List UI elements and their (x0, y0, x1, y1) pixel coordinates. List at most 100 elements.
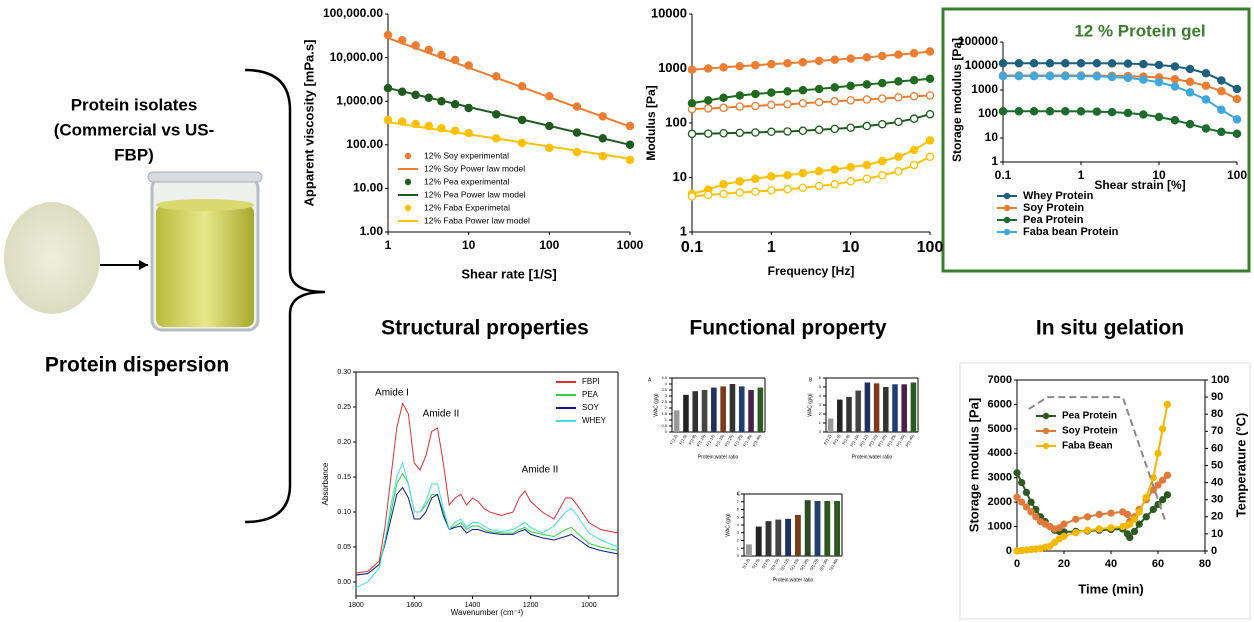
y-tick-label: 0 (665, 429, 668, 434)
data-point (1160, 477, 1166, 483)
x-axis-label: Protein:water ratio (698, 454, 739, 460)
y-tick-label: 3 (819, 402, 822, 407)
legend-label: 12% Pea Power law model (424, 189, 526, 199)
y-tick-label: 0.10 (337, 509, 351, 516)
data-point (1061, 533, 1067, 539)
y-tick-label: 1 (991, 154, 998, 168)
x-axis-label: Protein:water ratio (852, 454, 893, 460)
data-point (1030, 72, 1037, 79)
x-tick-label: S(1:40) (828, 557, 839, 571)
series-line (356, 474, 618, 576)
data-point (799, 184, 806, 191)
section-title: In situ gelation (1036, 317, 1184, 340)
data-point (1202, 70, 1209, 77)
y-tick-label: 0.5 (661, 423, 667, 428)
y-tick-label: 4 (665, 381, 668, 386)
data-point (705, 130, 712, 137)
bar (775, 520, 781, 556)
legend-label: PEA (582, 390, 599, 399)
bar (730, 384, 736, 432)
data-point (1093, 108, 1100, 115)
y-tick-label: 1 (819, 420, 822, 425)
x-axis-label: Frequency [Hz] (768, 264, 855, 278)
y-tick-label: 0 (1006, 545, 1012, 557)
y-tick-label: 0.15 (337, 474, 351, 481)
data-point (1127, 535, 1133, 541)
legend-marker (405, 153, 411, 159)
x-axis-label: Shear strain [%] (1094, 178, 1185, 192)
data-point (895, 118, 902, 125)
powder (4, 202, 100, 314)
data-point (720, 130, 727, 137)
data-point (1186, 78, 1193, 85)
data-point (1124, 109, 1131, 116)
data-point (847, 178, 854, 185)
y-tick-label: 6 (737, 507, 740, 512)
x-tick-label: 100 (1227, 168, 1247, 182)
data-point (910, 146, 917, 153)
y-axis-label: Storage modulus [Pa] (966, 398, 981, 532)
y2-tick-label: 100 (1211, 374, 1229, 386)
data-point (1233, 95, 1240, 102)
data-point (1093, 60, 1100, 67)
data-point (799, 87, 806, 94)
beaker (148, 172, 262, 330)
y-tick-label: 2 (737, 538, 740, 543)
x-tick-label: 0.1 (681, 239, 703, 256)
data-point (831, 166, 838, 173)
x-tick-label: 1600 (406, 602, 422, 609)
data-point (768, 187, 775, 194)
data-point (1164, 472, 1170, 478)
x-tick-label: 100 (539, 238, 559, 252)
data-point (1028, 499, 1034, 505)
bar (748, 390, 754, 432)
data-point (1093, 73, 1100, 80)
y-tick-label: 5 (819, 384, 822, 389)
data-point (1164, 401, 1170, 407)
data-point (688, 66, 695, 73)
data-point (847, 164, 854, 171)
data-point (831, 84, 838, 91)
data-point (1096, 526, 1102, 532)
y2-tick-label: 60 (1211, 442, 1223, 454)
y-axis-label: Absorbance (321, 462, 330, 505)
y-tick-label: 0.30 (337, 369, 351, 376)
y2-axis-label: Temperature (°C) (1233, 413, 1248, 518)
data-point (847, 97, 854, 104)
data-point (1124, 511, 1130, 517)
series-line (356, 404, 618, 573)
y-tick-label: 1 (665, 417, 668, 422)
series-line (388, 88, 630, 145)
data-point (1218, 128, 1225, 135)
series-line (356, 488, 618, 576)
data-point (815, 168, 822, 175)
data-point (1077, 60, 1084, 67)
data-point (1136, 521, 1142, 527)
x-tick-label: 1200 (523, 602, 539, 609)
data-point (736, 178, 743, 185)
data-point (705, 191, 712, 198)
y2-tick-label: 70 (1211, 425, 1223, 437)
x-tick-label: F(1:40) (751, 433, 762, 447)
y2-tick-label: 40 (1211, 477, 1223, 489)
y-axis-label: WAC (g/g) (807, 393, 813, 416)
x-tick-label: 60 (1152, 558, 1164, 570)
legend-marker (1004, 229, 1010, 235)
legend-label: FBPI (582, 377, 600, 386)
y2-tick-label: 20 (1211, 511, 1223, 523)
heading-line: Protein isolates (71, 95, 198, 114)
y2-tick-label: 80 (1211, 408, 1223, 420)
y2-tick-label: 0 (1211, 545, 1217, 557)
legend-label: Pea Protein (1062, 411, 1117, 422)
data-point (815, 57, 822, 64)
annotation: Amide II (423, 409, 460, 420)
data-point (1171, 83, 1178, 90)
legend-label: Whey Protein (1023, 190, 1094, 202)
legend-label: Faba Bean (1062, 441, 1113, 452)
y-axis-label: WAC (g/g) (725, 513, 731, 536)
data-point (1143, 514, 1149, 520)
data-point (1127, 521, 1133, 527)
y-tick-label: 4 (819, 393, 822, 398)
data-point (926, 75, 933, 82)
data-point (910, 50, 917, 57)
